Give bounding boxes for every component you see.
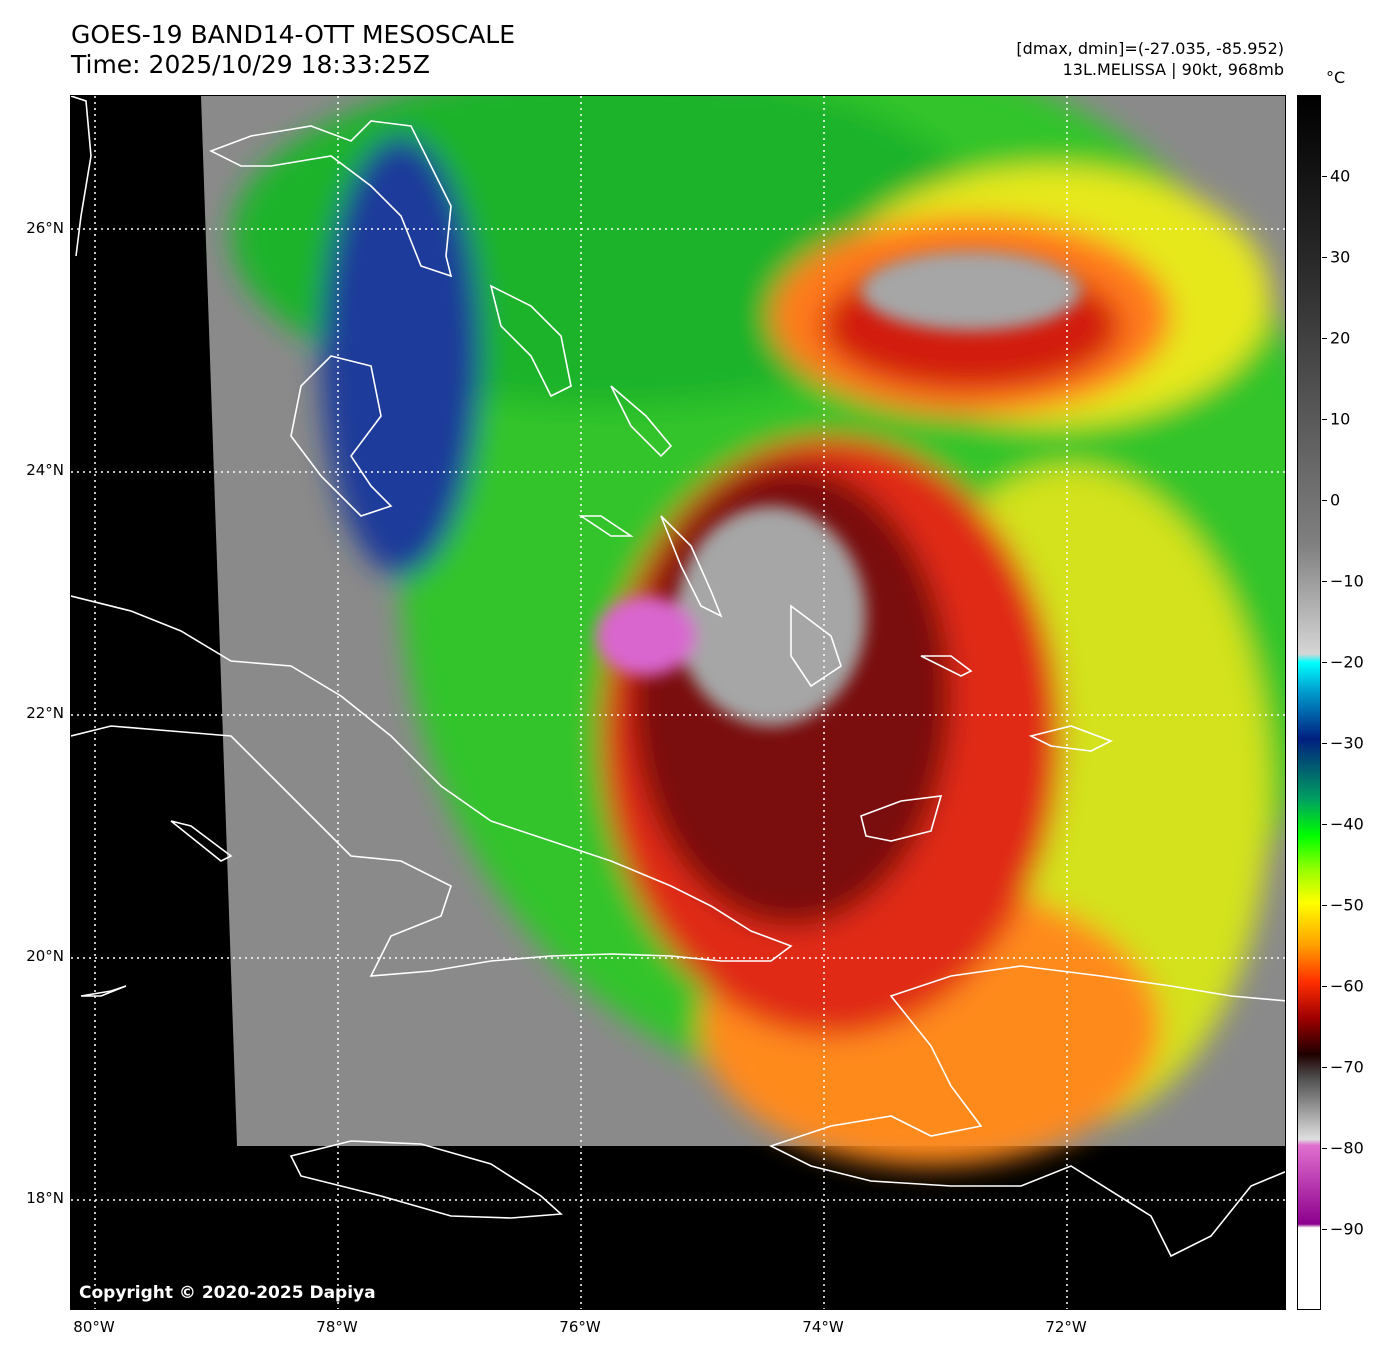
storm-line: 13L.MELISSA | 90kt, 968mb xyxy=(1062,60,1284,79)
colorbar-tick-mark xyxy=(1322,500,1327,501)
bahamas-south xyxy=(660,515,1113,842)
colorbar-tick-mark xyxy=(1322,743,1327,744)
colorbar-tick-mark xyxy=(1322,338,1327,339)
lat-label-20: 20°N xyxy=(26,947,64,965)
stats-block: [dmax, dmin]=(-27.035, -85.952) 13L.MELI… xyxy=(1016,38,1284,80)
colorbar-tick-label: −80 xyxy=(1330,1138,1364,1158)
copyright-notice: Copyright © 2020-2025 Dapiya xyxy=(79,1283,376,1303)
lon-label-78: 78°W xyxy=(316,1318,358,1336)
colorbar-unit: °C xyxy=(1326,68,1346,87)
cayman-islands xyxy=(80,820,233,997)
colorbar-tick-mark xyxy=(1322,257,1327,258)
colorbar-tick-label: 40 xyxy=(1330,166,1351,186)
colorbar-tick-label: −10 xyxy=(1330,571,1364,591)
colorbar-tick-label: 20 xyxy=(1330,328,1351,348)
colorbar-tick-label: −70 xyxy=(1330,1057,1364,1077)
colorbar-tick-mark xyxy=(1322,1067,1327,1068)
colorbar-tick-mark xyxy=(1322,662,1327,663)
colorbar-tick-mark xyxy=(1322,1229,1327,1230)
lat-label-24: 24°N xyxy=(26,461,64,479)
colorbar-tick-label: −50 xyxy=(1330,895,1364,915)
colorbar-tick-label: 0 xyxy=(1330,490,1341,510)
lon-label-72: 72°W xyxy=(1045,1318,1087,1336)
hispaniola-coast xyxy=(768,965,1285,1258)
colorbar-tick-mark xyxy=(1322,986,1327,987)
colorbar-tick-label: 30 xyxy=(1330,247,1351,267)
colorbar-tick-mark xyxy=(1322,905,1327,906)
colorbar-tick-label: −30 xyxy=(1330,733,1364,753)
colorbar-tick-label: −90 xyxy=(1330,1219,1364,1239)
lat-label-22: 22°N xyxy=(26,704,64,722)
colorbar-tick-mark xyxy=(1322,419,1327,420)
colorbar-tick-mark xyxy=(1322,581,1327,582)
colorbar-tick-mark xyxy=(1322,1148,1327,1149)
colorbar-tick-label: −40 xyxy=(1330,814,1364,834)
colorbar-tick-label: −20 xyxy=(1330,652,1364,672)
satellite-map: Copyright © 2020-2025 Dapiya xyxy=(70,95,1286,1310)
cloud-band-blue xyxy=(321,136,481,576)
lon-label-74: 74°W xyxy=(802,1318,844,1336)
andros-island xyxy=(290,355,393,517)
coastlines xyxy=(71,96,1285,1258)
colorbar-tick-mark xyxy=(1322,176,1327,177)
lon-label-80: 80°W xyxy=(73,1318,115,1336)
lon-label-76: 76°W xyxy=(559,1318,601,1336)
bahamas-central xyxy=(489,284,673,537)
graticule xyxy=(71,96,1285,1309)
colorbar-tick-label: −60 xyxy=(1330,976,1364,996)
overshooting-top-core xyxy=(676,506,866,726)
colorbar xyxy=(1297,95,1321,1310)
lat-label-26: 26°N xyxy=(26,219,64,237)
colorbar-tick-mark xyxy=(1322,824,1327,825)
overshooting-top-north xyxy=(861,251,1081,331)
jamaica-coast xyxy=(289,1140,563,1219)
coldest-tops xyxy=(596,596,696,676)
range-line: [dmax, dmin]=(-27.035, -85.952) xyxy=(1016,39,1284,58)
chart-title: GOES-19 BAND14-OTT MESOSCALE Time: 2025/… xyxy=(71,20,515,80)
title-line: GOES-19 BAND14-OTT MESOSCALE xyxy=(71,20,516,49)
florida-coast xyxy=(71,96,92,257)
map-svg xyxy=(71,96,1285,1309)
colorbar-tick-label: 10 xyxy=(1330,409,1351,429)
bahamas-north xyxy=(209,120,453,278)
lat-label-18: 18°N xyxy=(26,1189,64,1207)
time-line: Time: 2025/10/29 18:33:25Z xyxy=(71,50,430,79)
